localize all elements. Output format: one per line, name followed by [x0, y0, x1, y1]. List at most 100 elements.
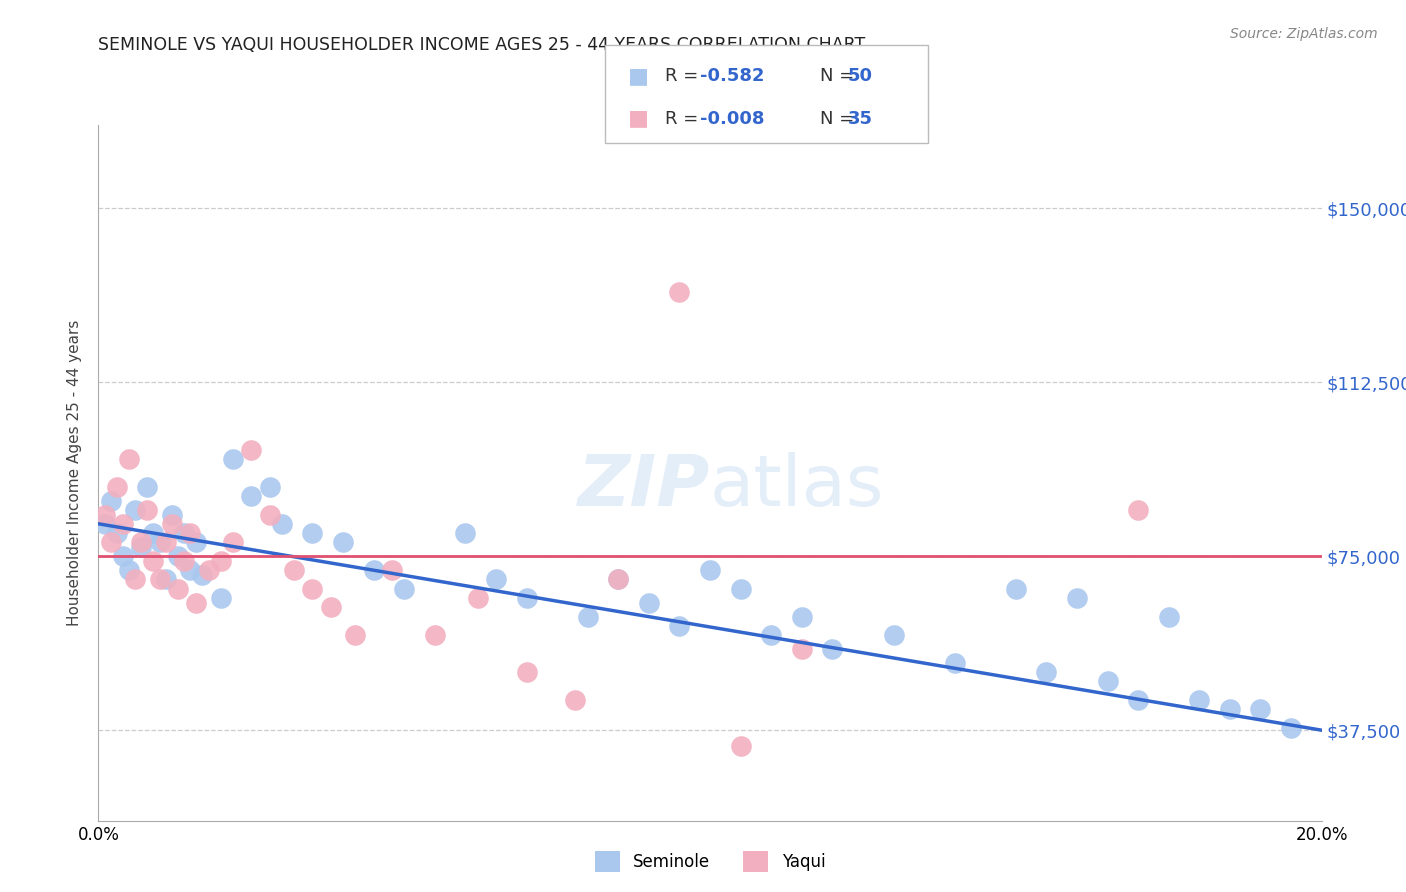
Text: ■: ■: [628, 66, 650, 86]
Point: [637, 596, 661, 610]
Point: [259, 480, 281, 494]
Point: [1249, 702, 1271, 716]
Point: [142, 526, 165, 541]
Point: [668, 619, 690, 633]
Text: R =: R =: [665, 110, 704, 128]
Point: [1035, 665, 1057, 680]
Point: [1097, 674, 1119, 689]
Point: [607, 573, 630, 587]
Point: [283, 563, 305, 577]
Point: [790, 609, 813, 624]
Point: [222, 535, 245, 549]
Point: [516, 665, 538, 680]
Legend: Seminole, Yaqui: Seminole, Yaqui: [588, 845, 832, 879]
Point: [516, 591, 538, 605]
Point: [1004, 582, 1026, 596]
Point: [179, 526, 201, 541]
Point: [332, 535, 354, 549]
Point: [1128, 693, 1150, 707]
Point: [259, 508, 281, 522]
Point: [564, 693, 586, 707]
Point: [93, 508, 115, 522]
Point: [111, 549, 134, 564]
Point: [179, 563, 201, 577]
Point: [149, 535, 172, 549]
Point: [301, 582, 323, 596]
Point: [136, 503, 159, 517]
Point: [363, 563, 385, 577]
Point: [423, 628, 446, 642]
Point: [467, 591, 489, 605]
Text: 35: 35: [848, 110, 873, 128]
Point: [167, 549, 190, 564]
Point: [155, 573, 177, 587]
Point: [118, 563, 141, 577]
Text: ■: ■: [628, 109, 650, 128]
Point: [344, 628, 367, 642]
Point: [149, 573, 172, 587]
Point: [118, 451, 141, 466]
Point: [142, 554, 165, 568]
Point: [129, 540, 152, 554]
Text: -0.582: -0.582: [700, 67, 765, 85]
Y-axis label: Householder Income Ages 25 - 44 years: Householder Income Ages 25 - 44 years: [67, 319, 83, 626]
Point: [1219, 702, 1241, 716]
Point: [209, 591, 232, 605]
Point: [173, 554, 195, 568]
Point: [1188, 693, 1211, 707]
Point: [160, 508, 183, 522]
Point: [576, 609, 599, 624]
Point: [155, 535, 177, 549]
Point: [105, 480, 128, 494]
Point: [699, 563, 721, 577]
Point: [240, 442, 263, 457]
Point: [883, 628, 905, 642]
Point: [191, 567, 214, 582]
Point: [1128, 503, 1150, 517]
Point: [124, 573, 146, 587]
Point: [136, 480, 159, 494]
Point: [209, 554, 232, 568]
Point: [186, 596, 208, 610]
Point: [668, 285, 690, 299]
Text: N =: N =: [820, 67, 859, 85]
Point: [222, 451, 245, 466]
Point: [821, 642, 844, 657]
Point: [485, 573, 508, 587]
Point: [124, 503, 146, 517]
Text: atlas: atlas: [710, 452, 884, 521]
Point: [240, 489, 263, 503]
Point: [270, 516, 292, 531]
Point: [160, 516, 183, 531]
Point: [381, 563, 404, 577]
Point: [186, 535, 208, 549]
Text: N =: N =: [820, 110, 859, 128]
Text: Source: ZipAtlas.com: Source: ZipAtlas.com: [1230, 27, 1378, 41]
Text: R =: R =: [665, 67, 704, 85]
Point: [392, 582, 416, 596]
Point: [730, 739, 752, 754]
Point: [93, 516, 115, 531]
Text: ZIP: ZIP: [578, 452, 710, 521]
Point: [173, 526, 195, 541]
Point: [730, 582, 752, 596]
Point: [790, 642, 813, 657]
Text: -0.008: -0.008: [700, 110, 765, 128]
Point: [759, 628, 782, 642]
Point: [607, 573, 630, 587]
Point: [1066, 591, 1088, 605]
Point: [105, 526, 128, 541]
Point: [943, 656, 966, 670]
Text: SEMINOLE VS YAQUI HOUSEHOLDER INCOME AGES 25 - 44 YEARS CORRELATION CHART: SEMINOLE VS YAQUI HOUSEHOLDER INCOME AGE…: [98, 36, 866, 54]
Point: [167, 582, 190, 596]
Point: [454, 526, 477, 541]
Point: [1157, 609, 1180, 624]
Point: [111, 516, 134, 531]
Point: [301, 526, 323, 541]
Point: [129, 535, 152, 549]
Point: [100, 493, 122, 508]
Point: [319, 600, 342, 615]
Point: [1279, 721, 1302, 735]
Point: [197, 563, 219, 577]
Text: 50: 50: [848, 67, 873, 85]
